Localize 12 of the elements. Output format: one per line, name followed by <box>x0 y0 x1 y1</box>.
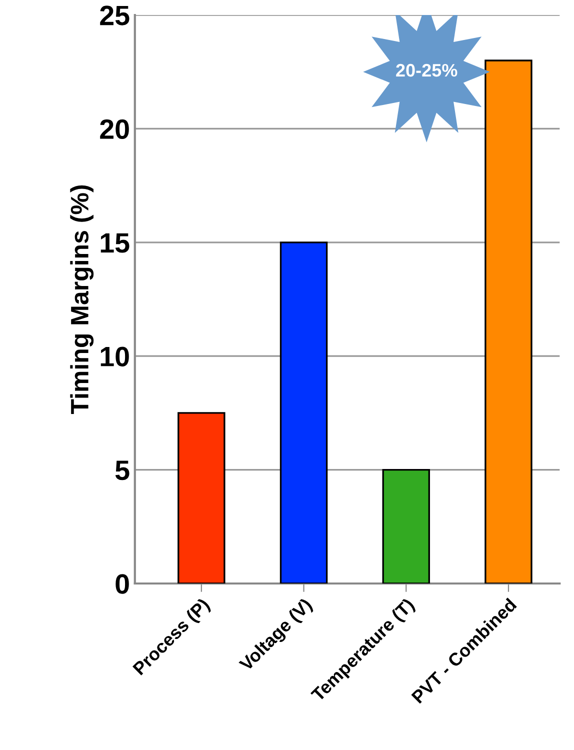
y-tick-label: 20 <box>100 119 129 140</box>
bar <box>382 468 430 584</box>
bar <box>484 60 532 584</box>
y-tick-label: 0 <box>116 574 129 594</box>
y-axis-title: Timing Margins (%) <box>70 185 94 414</box>
y-tick-label: 5 <box>115 460 130 480</box>
y-tick-label: 15 <box>100 233 130 253</box>
y-tick-label: 25 <box>100 6 130 26</box>
annotation: 20-25% <box>396 64 458 77</box>
bar <box>280 242 328 584</box>
bar <box>178 412 226 584</box>
y-tick-label: 10 <box>100 346 129 366</box>
